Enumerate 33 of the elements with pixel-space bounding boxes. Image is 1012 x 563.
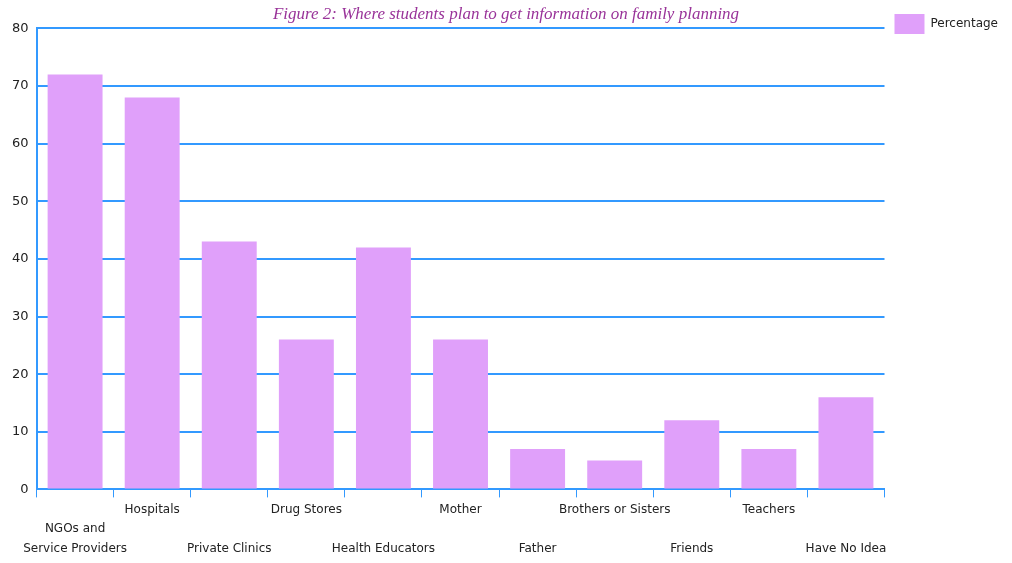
x-tick-label: NGOs and Service Providers	[23, 521, 127, 555]
x-tick-label: Drug Stores	[270, 502, 342, 517]
bar	[47, 74, 103, 489]
bar	[355, 247, 411, 489]
bar	[818, 397, 874, 489]
bar	[587, 460, 643, 489]
y-tick-label: 70	[12, 77, 29, 93]
x-tick-label: Have No Idea	[805, 540, 887, 555]
bar	[510, 449, 566, 489]
x-tick-label: Health Educators	[331, 540, 436, 555]
bar	[124, 97, 180, 489]
x-tick-label: Private Clinics	[187, 540, 272, 555]
y-tick-label: 20	[12, 365, 29, 381]
legend-label: Percentage	[930, 16, 999, 31]
y-tick-label: 10	[12, 423, 29, 439]
bar	[278, 339, 334, 489]
bar	[741, 449, 797, 489]
x-tick-label: Friends	[670, 540, 714, 555]
y-tick-label: 80	[12, 19, 29, 35]
y-tick-label: 0	[20, 480, 29, 496]
x-tick-label: Hospitals	[124, 502, 180, 517]
chart-title: Figure 2: Where students plan to get information on family planning	[271, 3, 740, 23]
y-tick-label: 30	[12, 307, 29, 323]
x-tick-label: Mother	[439, 502, 482, 517]
y-tick-label: 60	[12, 135, 29, 151]
x-tick-label: Teachers	[741, 502, 796, 517]
x-tick-label: Father	[518, 540, 557, 555]
y-tick-label: 40	[12, 250, 29, 266]
bar	[664, 420, 720, 489]
y-tick-label: 50	[12, 192, 29, 208]
x-tick-label: Brothers or Sisters	[558, 502, 671, 517]
bar	[201, 241, 257, 489]
bar	[433, 339, 488, 489]
